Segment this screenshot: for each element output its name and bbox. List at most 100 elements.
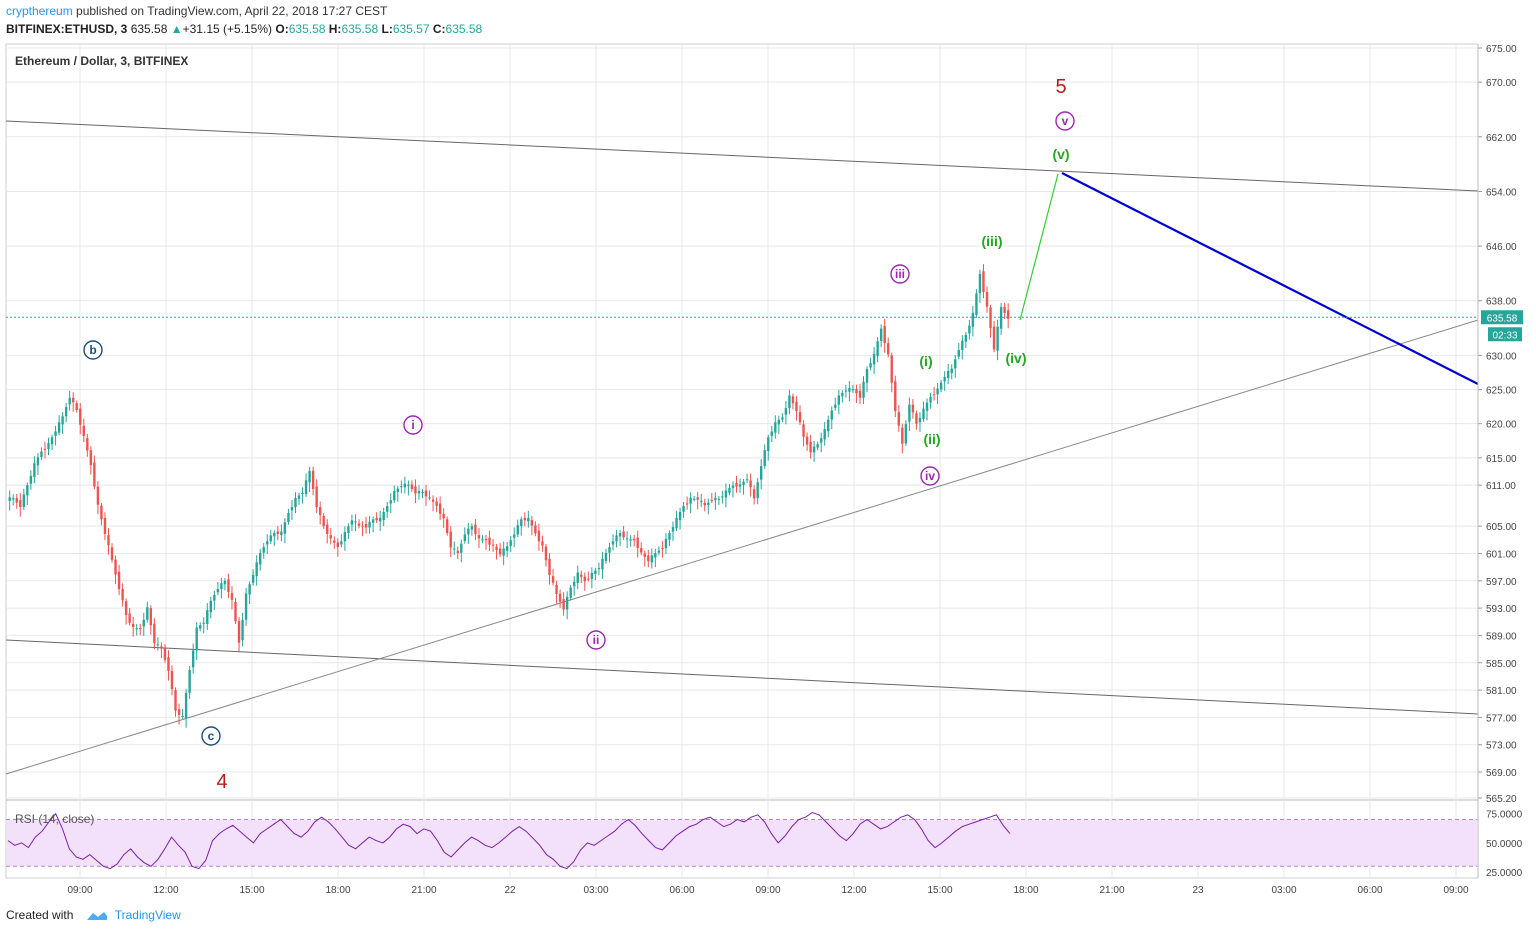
candle-body — [96, 486, 100, 505]
candle-body — [33, 463, 36, 478]
candle-body — [29, 475, 33, 484]
candle-body — [943, 376, 946, 382]
candle-body — [629, 539, 632, 541]
wave-circle — [890, 264, 910, 284]
created-with-text: Created with — [6, 908, 74, 922]
candle-body — [872, 353, 876, 365]
candle-body — [654, 552, 657, 558]
candle-body — [692, 498, 696, 500]
rsi-tick-label: 25.0000 — [1486, 868, 1523, 879]
x-tick-label: 06:00 — [1357, 885, 1382, 896]
published-text: published on TradingView.com, April 22, … — [72, 4, 388, 18]
channel-upper-line — [5, 120, 1479, 192]
candle-body — [12, 498, 15, 500]
candle-body — [354, 521, 357, 523]
candle-body — [738, 484, 742, 487]
candle-body — [887, 343, 890, 355]
up-arrow-icon: ▲ — [170, 22, 183, 36]
candle-body — [149, 608, 153, 626]
candle-body — [403, 483, 407, 488]
candle-body — [700, 500, 703, 502]
candle-body — [290, 507, 294, 511]
candle-body — [100, 505, 103, 520]
close-value: 635.58 — [445, 22, 483, 36]
candle-body — [548, 558, 551, 575]
candle-body — [580, 574, 583, 577]
candle-body — [442, 513, 445, 519]
wave-label-(i): (i) — [919, 353, 932, 369]
candle-body — [611, 541, 615, 545]
candle-body — [615, 535, 618, 542]
candle-body — [431, 499, 435, 502]
candle-body — [760, 466, 763, 480]
candle-body — [153, 623, 156, 644]
candle-body — [922, 408, 925, 420]
y-tick-label: 646.00 — [1486, 242, 1517, 253]
candle-body — [266, 541, 269, 545]
candle-body — [784, 408, 788, 415]
open-label: O: — [275, 22, 289, 36]
candle-body — [449, 531, 452, 548]
candle-body — [230, 593, 234, 600]
candle-body — [364, 523, 368, 528]
candle-body — [491, 544, 495, 546]
candle-body — [287, 512, 290, 523]
candle-body — [537, 530, 541, 542]
candle-body — [569, 587, 572, 598]
candle-body — [262, 547, 265, 553]
candle-body — [50, 437, 54, 445]
candle-body — [438, 503, 442, 514]
candle-body — [396, 488, 399, 492]
candle-body — [139, 627, 142, 630]
wave-label-5: 5 — [1055, 76, 1066, 98]
x-tick-label: 09:00 — [67, 885, 92, 896]
candle-body — [481, 539, 484, 541]
candle-body — [428, 497, 431, 499]
candle-body — [227, 579, 230, 592]
candle-body — [573, 581, 576, 587]
candle-body — [862, 381, 865, 398]
candle-body — [414, 486, 417, 494]
footer: Created with TradingView — [6, 908, 181, 922]
candle-body — [816, 444, 819, 448]
candle-body — [855, 388, 858, 394]
y-tick-label: 573.00 — [1486, 741, 1517, 752]
candle-body — [915, 413, 918, 424]
candle-body — [876, 341, 879, 357]
candle-body — [527, 517, 530, 522]
candle-body — [717, 498, 721, 500]
candle-body — [516, 525, 519, 535]
candle-body — [964, 334, 968, 342]
publish-info: crypthereum published on TradingView.com… — [6, 4, 387, 18]
candle-body — [664, 538, 668, 549]
candle-body — [435, 501, 438, 507]
candle-body — [160, 646, 163, 649]
candle-body — [925, 402, 929, 411]
candle-body — [209, 600, 213, 613]
y-tick-label: 597.00 — [1486, 577, 1517, 588]
price-tag-bg — [1481, 310, 1523, 325]
candle-body — [844, 390, 848, 392]
wave-label-(v): (v) — [1052, 146, 1069, 162]
author-link[interactable]: crypthereum — [6, 4, 73, 18]
low-value: 635.57 — [392, 22, 430, 36]
candle-body — [682, 506, 685, 512]
close-label: C: — [432, 22, 446, 36]
candle-body — [421, 491, 424, 493]
wave-label-c: c — [208, 729, 215, 743]
candle-body — [883, 325, 886, 344]
candle-body — [996, 326, 999, 351]
candle-body — [809, 442, 812, 453]
tradingview-brand-link[interactable]: TradingView — [114, 908, 181, 922]
open-value: 635.58 — [288, 22, 326, 36]
candle-body — [371, 519, 375, 523]
candle-body — [841, 392, 844, 397]
price-change: +31.15 (+5.15%) — [182, 22, 273, 36]
candle-body — [827, 419, 830, 432]
candle-body — [361, 525, 364, 527]
candle-body — [541, 541, 544, 546]
candle-body — [971, 312, 975, 327]
candle-body — [220, 583, 223, 590]
candle-body — [75, 403, 78, 411]
